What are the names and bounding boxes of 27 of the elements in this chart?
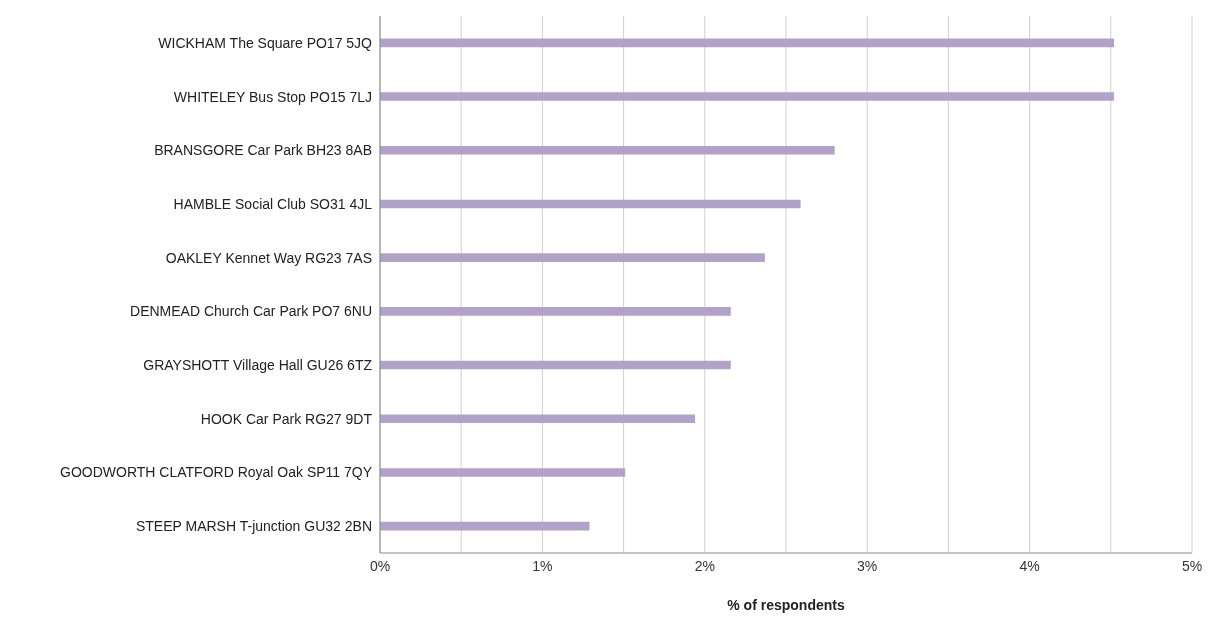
y-tick-label: WICKHAM The Square PO17 5JQ [158, 34, 373, 51]
bar [380, 468, 626, 477]
bar [380, 360, 731, 370]
y-tick-label: HAMBLE Social Club SO31 4JL [173, 195, 373, 212]
x-tick-label: 2% [694, 557, 715, 574]
bar [380, 38, 1115, 48]
bar [380, 414, 696, 424]
x-tick-label: 1% [532, 557, 553, 574]
y-tick-label: GRAYSHOTT Village Hall GU26 6TZ [143, 357, 373, 374]
y-tick-label: BRANSGORE Car Park BH23 8AB [154, 142, 372, 159]
x-tick-label: 4% [1019, 557, 1040, 574]
y-tick-label: OAKLEY Kennet Way RG23 7AS [165, 249, 372, 266]
y-tick-label: HOOK Car Park RG27 9DT [200, 410, 373, 427]
x-tick-label: 3% [857, 557, 878, 574]
y-tick-label: STEEP MARSH T-junction GU32 2BN [135, 518, 372, 535]
bar [380, 307, 731, 316]
x-axis-title: % of respondents [726, 597, 846, 613]
bar [380, 145, 835, 155]
bar [380, 92, 1115, 101]
y-tick-label: WHITELEY Bus Stop PO15 7LJ [173, 88, 372, 105]
bar [380, 253, 765, 262]
bar [380, 521, 590, 531]
y-tick-label: GOODWORTH CLATFORD Royal Oak SP11 7QY [60, 464, 373, 481]
y-tick-label: DENMEAD Church Car Park PO7 6NU [130, 303, 372, 320]
x-tick-label: 5% [1181, 557, 1203, 574]
x-tick-label: 0% [369, 557, 391, 574]
bar [380, 199, 801, 209]
